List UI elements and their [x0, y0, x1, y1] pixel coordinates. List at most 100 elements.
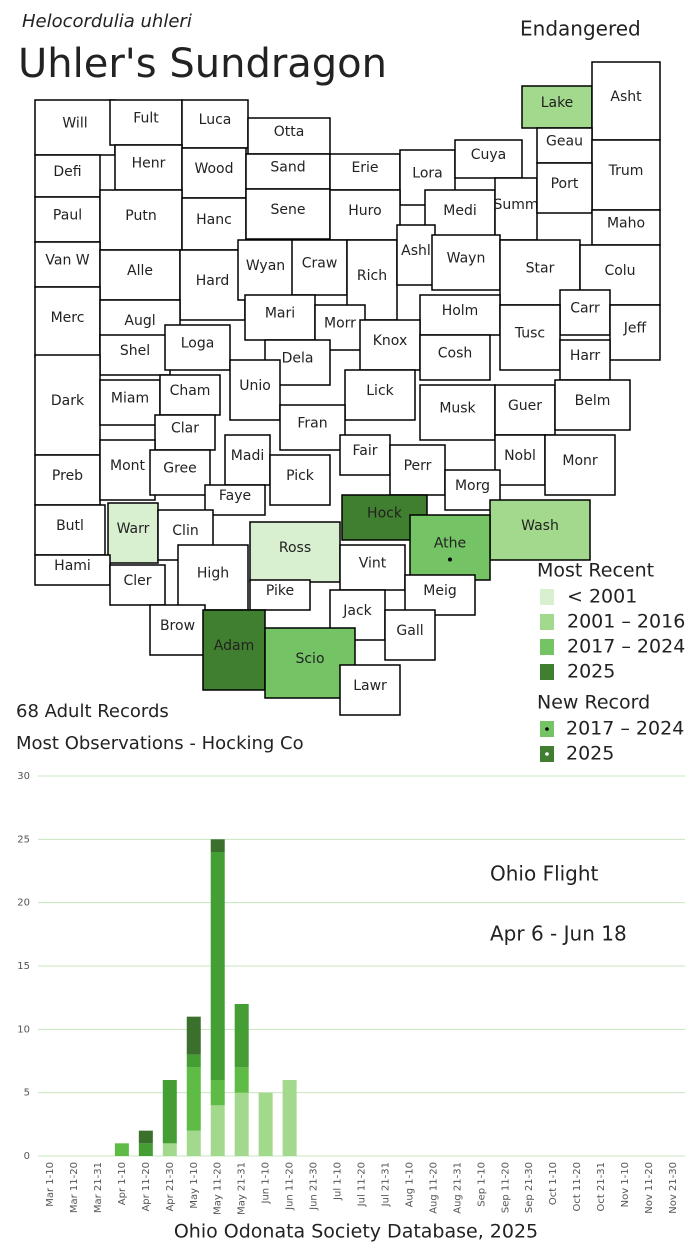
- county: [431, 234, 501, 291]
- county-label: Cosh: [438, 346, 473, 362]
- bar-segment: [138, 1130, 153, 1144]
- county-label: Luca: [199, 112, 232, 128]
- x-tick-label: Sep 21-30: [524, 1162, 535, 1213]
- x-tick-label: Jul 11-20: [357, 1162, 368, 1207]
- y-tick-label: 30: [17, 771, 30, 782]
- county: [154, 414, 216, 451]
- bar-segment: [258, 1092, 273, 1156]
- county: [314, 304, 366, 351]
- county-label: Carr: [570, 301, 600, 317]
- bar-segment: [162, 1080, 177, 1144]
- county: [149, 449, 211, 496]
- county: [454, 139, 523, 179]
- bar-segment: [210, 852, 225, 1080]
- x-tick-label: May 1-10: [189, 1162, 200, 1209]
- x-tick-label: Jun 11-20: [285, 1162, 296, 1211]
- county-label: Will: [62, 116, 87, 132]
- x-tick-label: Jun 21-30: [309, 1162, 320, 1211]
- county-label: Preb: [52, 468, 83, 484]
- county-label: Ross: [279, 540, 311, 556]
- bar-segment: [282, 1080, 297, 1156]
- county: [559, 339, 611, 381]
- county-label: Otta: [274, 124, 305, 140]
- county-label: Brow: [160, 618, 195, 634]
- x-tick-label: Jul 1-10: [333, 1162, 344, 1201]
- stat: Most Observations - Hocking Co: [16, 733, 304, 754]
- county-label: Hard: [196, 273, 230, 289]
- x-tick-label: Sep 1-10: [476, 1162, 487, 1207]
- county-label: Port: [551, 176, 579, 192]
- county: [149, 604, 206, 656]
- county-label: Dark: [51, 393, 85, 409]
- county-label: Madi: [231, 448, 264, 464]
- county: [489, 499, 591, 561]
- y-tick-label: 15: [17, 961, 30, 972]
- x-tick-label: May 21-31: [237, 1162, 248, 1215]
- legend-title: Most Recent: [537, 560, 654, 582]
- county-label: Loga: [181, 336, 215, 352]
- county-label: Fran: [297, 416, 327, 432]
- county: [34, 241, 101, 288]
- county-label: Van W: [45, 253, 89, 269]
- county-label: Unio: [239, 378, 271, 394]
- x-tick-label: Oct 21-31: [596, 1162, 607, 1212]
- county-label: Musk: [439, 401, 476, 417]
- county: [237, 239, 294, 301]
- y-tick-label: 0: [24, 1151, 30, 1162]
- x-tick-label: Mar 1-10: [45, 1162, 56, 1207]
- county-label: Wood: [194, 161, 233, 177]
- county-label: Wayn: [447, 251, 486, 267]
- county: [559, 289, 611, 336]
- county-label: Ashl: [401, 243, 431, 259]
- x-tick-label: Apr 1-10: [117, 1162, 128, 1205]
- x-tick-label: Mar 11-20: [69, 1162, 80, 1213]
- bar-segment: [234, 1067, 249, 1093]
- county-label: Morr: [324, 316, 356, 332]
- status: Endangered: [520, 17, 641, 41]
- bar-segment: [186, 1067, 201, 1131]
- county-label: Paul: [53, 208, 82, 224]
- county: [229, 359, 281, 421]
- x-tick-label: Oct 1-10: [548, 1162, 559, 1205]
- county-label: Dela: [282, 351, 314, 367]
- county: [99, 189, 183, 251]
- county-label: Lake: [541, 95, 574, 111]
- y-tick-label: 20: [17, 898, 30, 909]
- county-label: Tusc: [514, 326, 545, 342]
- x-tick-label: Apr 11-20: [141, 1162, 152, 1212]
- county-label: Hami: [54, 558, 91, 574]
- county: [499, 304, 561, 371]
- county: [34, 554, 111, 586]
- county-label: Colu: [604, 263, 635, 279]
- x-tick-label: Aug 1-10: [404, 1162, 415, 1207]
- county: [34, 454, 101, 506]
- legend-label: < 2001: [567, 586, 637, 608]
- county-label: Merc: [51, 310, 85, 326]
- county-label: Lora: [412, 166, 442, 182]
- x-tick-label: Nov 21-30: [668, 1162, 679, 1214]
- bar-segment: [114, 1143, 129, 1156]
- legend-label: 2017 – 2024: [566, 718, 684, 740]
- county-label: Hock: [367, 506, 403, 522]
- county: [419, 294, 501, 336]
- county: [34, 504, 106, 556]
- county-label: Putn: [125, 208, 156, 224]
- bar-segment: [210, 1105, 225, 1156]
- county: [291, 239, 348, 296]
- legend-dot: [545, 752, 549, 756]
- county-label: Mari: [265, 306, 295, 322]
- county-label: Augl: [124, 313, 155, 329]
- county-label: Hanc: [196, 212, 232, 228]
- county: [419, 384, 496, 441]
- county-map: Will Fult Luca Otta Defi Henr Wood Sand Erie Lora…: [34, 61, 661, 716]
- county-label: Trum: [608, 163, 644, 179]
- county: [245, 188, 331, 240]
- y-tick-label: 5: [24, 1088, 30, 1099]
- county: [224, 434, 271, 486]
- county-label: Gall: [396, 623, 423, 639]
- county: [544, 434, 616, 496]
- stat: 68 Adult Records: [16, 701, 169, 722]
- legend-swatch: [540, 614, 554, 630]
- county-label: Wash: [521, 518, 559, 534]
- county: [419, 334, 491, 381]
